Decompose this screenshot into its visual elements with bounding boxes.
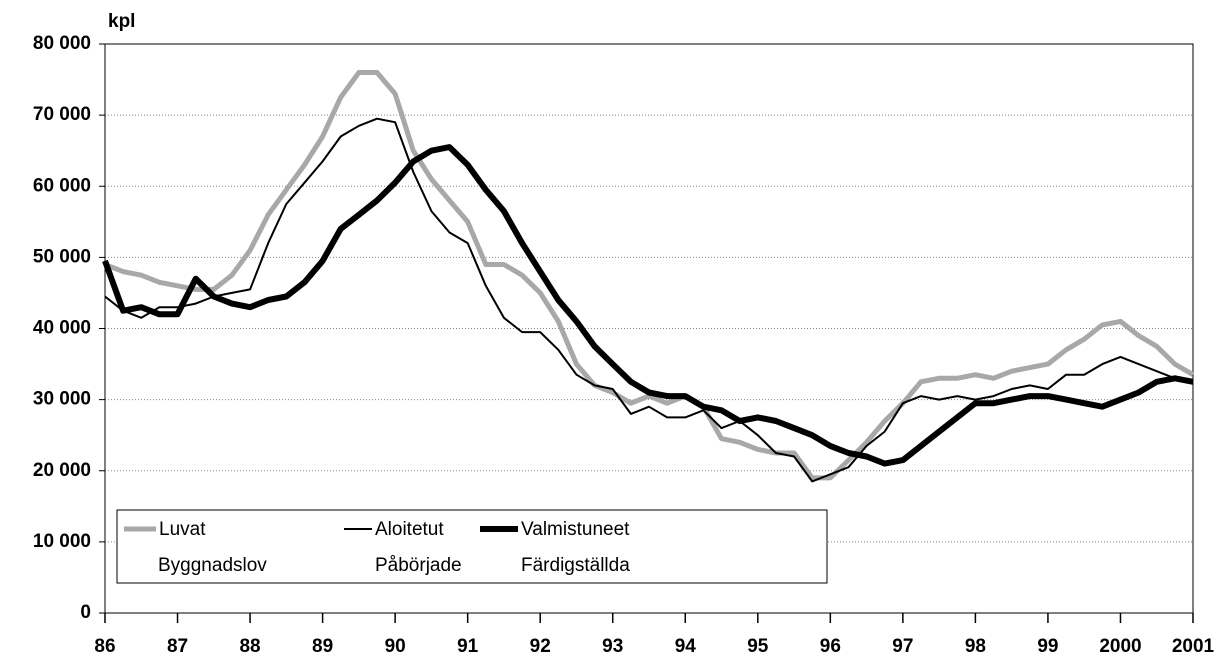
y-tick-label: 80 000 [33, 33, 91, 54]
y-tick-label: 60 000 [33, 175, 91, 196]
legend-label: Valmistuneet [521, 519, 630, 540]
x-tick-label: 93 [602, 636, 623, 657]
x-tick-label: 2001 [1172, 636, 1215, 657]
x-tick-label: 91 [457, 636, 479, 657]
legend-box [116, 509, 828, 584]
x-tick-label: 88 [239, 636, 260, 657]
series-line [104, 117, 1194, 483]
x-tick-label: 86 [94, 636, 115, 657]
x-tick-label: 92 [530, 636, 551, 657]
series-line [104, 70, 1195, 481]
x-tick-label: 94 [675, 636, 697, 657]
y-tick-label: 20 000 [33, 460, 91, 481]
x-tick-label: 89 [312, 636, 333, 657]
legend-sublabel: Byggnadslov [158, 555, 267, 576]
y-axis-label: kpl [108, 11, 135, 32]
x-tick-label: 98 [965, 636, 986, 657]
y-tick-label: 70 000 [33, 104, 91, 125]
legend-label: Luvat [159, 519, 206, 540]
x-tick-label: 87 [167, 636, 188, 657]
x-tick-label: 90 [385, 636, 406, 657]
plot-frame [104, 43, 1194, 614]
series-line [102, 144, 1194, 467]
x-tick-label: 99 [1037, 636, 1058, 657]
legend-label: Aloitetut [375, 519, 444, 540]
x-tick-label: 97 [892, 636, 913, 657]
y-tick-label: 10 000 [33, 531, 91, 552]
y-tick-label: 0 [80, 602, 91, 623]
y-tick-label: 40 000 [33, 318, 91, 339]
y-tick-label: 50 000 [33, 246, 91, 267]
x-tick-label: 95 [747, 636, 769, 657]
y-tick-label: 30 000 [33, 389, 91, 410]
x-tick-label: 96 [820, 636, 841, 657]
legend-sublabel: Färdigställda [521, 555, 630, 576]
legend-sublabel: Påbörjade [375, 555, 462, 576]
x-tick-label: 2000 [1099, 636, 1141, 657]
